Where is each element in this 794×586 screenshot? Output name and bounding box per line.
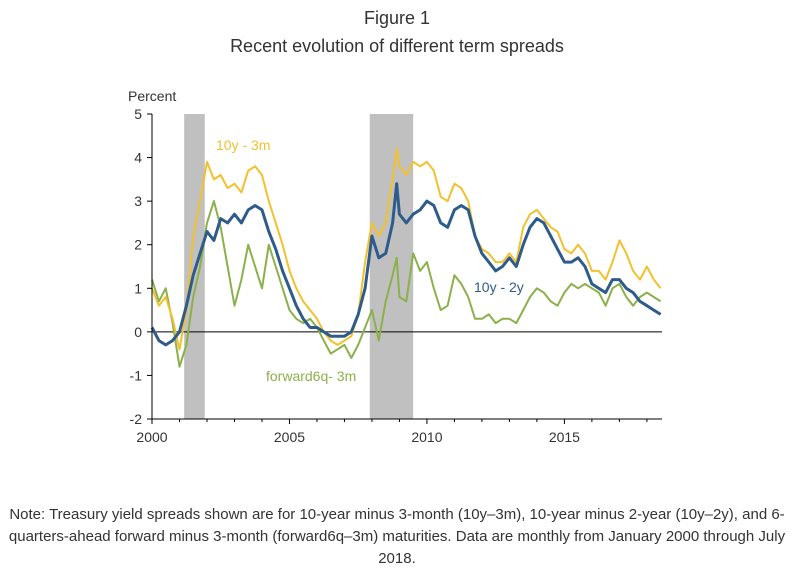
y-tick-label: -2	[130, 411, 143, 427]
figure-label: Figure 1	[363, 8, 431, 28]
term-spreads-chart: -2 -1 0 1 2 3 4 5 2000 2005 2010 2015 Percent 10y -…	[128, 88, 662, 445]
axes: -2 -1 0 1 2 3 4 5 2000 2005 2010 2015	[130, 106, 662, 445]
y-tick-label: 3	[134, 193, 142, 209]
annotation-10y-2y: 10y - 2y	[474, 279, 524, 295]
chart-note: Note: Treasury yield spreads shown are f…	[8, 506, 786, 567]
x-tick-label: 2000	[136, 429, 167, 445]
y-tick-label: 0	[134, 324, 142, 340]
x-tick-label: 2010	[411, 429, 442, 445]
chart-title: Recent evolution of different term sprea…	[230, 36, 564, 56]
recession-bar-2	[369, 114, 414, 419]
y-axis-title: Percent	[128, 88, 176, 104]
series-line-10y-3m	[151, 147, 662, 351]
series-line-10y-2y	[150, 182, 662, 347]
x-tick-label: 2015	[549, 429, 580, 445]
y-tick-label: 5	[134, 106, 142, 122]
annotation-forward6q-3m: forward6q- 3m	[266, 368, 356, 384]
series-line-forward6q-3m	[151, 200, 662, 368]
y-tick-label: -1	[130, 367, 143, 383]
y-tick-label: 2	[134, 237, 142, 253]
series-lines	[150, 147, 662, 368]
recession-shading	[184, 114, 414, 419]
y-tick-label: 1	[134, 280, 142, 296]
y-tick-label: 4	[134, 150, 142, 166]
annotation-10y-3m: 10y - 3m	[216, 137, 270, 153]
x-tick-label: 2005	[274, 429, 305, 445]
series-annotations: 10y - 3m 10y - 2y forward6q- 3m	[216, 137, 524, 384]
